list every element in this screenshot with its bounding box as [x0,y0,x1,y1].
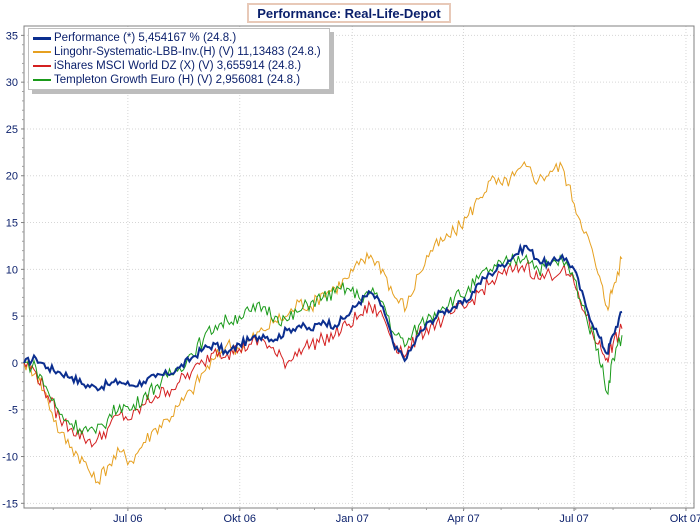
y-tick-label: -5 [8,405,18,417]
y-tick-label: 10 [6,264,18,276]
legend-swatch [33,36,51,40]
y-tick-label: 0 [12,358,18,370]
y-tick-label: 35 [6,30,18,42]
legend-item-ishares: iShares MSCI World DZ (X) (V) 3,655914 (… [33,59,325,73]
chart-title: Performance: Real-Life-Depot [247,3,451,23]
legend-label: iShares MSCI World DZ (X) (V) 3,655914 (… [54,60,302,72]
legend: Performance (*) 5,454167 % (24.8.) Lingo… [28,28,330,90]
legend-label: Performance (*) 5,454167 % (24.8.) [54,32,237,44]
y-tick-label: 30 [6,77,18,89]
legend-label: Lingohr-Systematic-LBB-Inv.(H) (V) 11,13… [54,46,321,58]
grid-lines [24,26,694,508]
series-line-2 [23,259,623,448]
y-tick-label: 15 [6,218,18,230]
x-tick-label: Apr 07 [447,513,479,525]
series-lines [23,160,623,486]
y-tick-label: -15 [2,498,18,510]
y-tick-label: 25 [6,124,18,136]
legend-swatch [33,65,51,67]
legend-item-lingohr: Lingohr-Systematic-LBB-Inv.(H) (V) 11,13… [33,45,325,59]
legend-item-templeton: Templeton Growth Euro (H) (V) 2,956081 (… [33,73,325,87]
series-line-0 [23,242,623,392]
legend-swatch [33,51,51,53]
legend-swatch [33,79,51,81]
series-line-3 [23,252,623,436]
x-tick-label: Okt 07 [670,513,700,525]
x-tick-label: Okt 06 [224,513,256,525]
x-tick-label: Jul 06 [113,513,142,525]
y-tick-label: 20 [6,171,18,183]
y-tick-label: 5 [12,311,18,323]
y-tick-label: -10 [2,452,18,464]
legend-label: Templeton Growth Euro (H) (V) 2,956081 (… [54,74,301,86]
plot-frame [23,25,695,509]
legend-item-performance: Performance (*) 5,454167 % (24.8.) [33,31,325,45]
x-tick-label: Jan 07 [336,513,369,525]
x-tick-label: Jul 07 [559,513,588,525]
axes: -15 -10 -5 0 5 10 15 20 25 30 35 Jul 06 Okt 06 Jan 07… [2,25,700,525]
